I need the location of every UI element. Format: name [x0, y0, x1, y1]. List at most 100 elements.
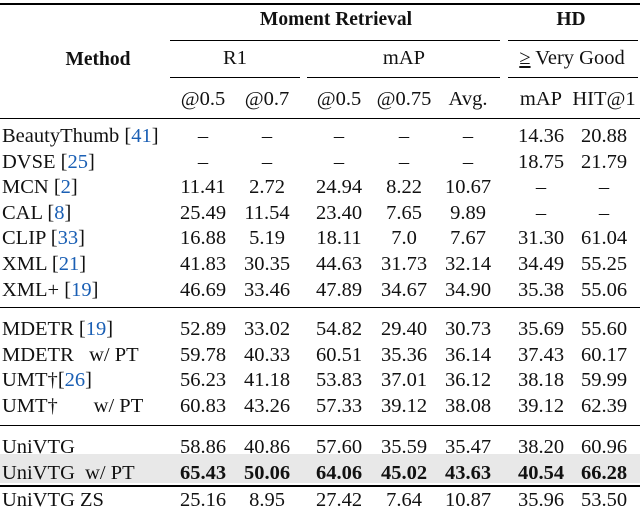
moment-retrieval-header: Moment Retrieval [259, 9, 413, 30]
method-header: Method [65, 49, 131, 70]
table-cell: – [535, 176, 547, 199]
table-cell: 35.38 [517, 278, 565, 301]
map-header: mAP [382, 47, 426, 69]
table-cell: 58.86 [179, 436, 227, 458]
table-cell: 35.96 [517, 489, 565, 512]
table-cell: 53.50 [580, 489, 628, 512]
table-cell: 34.49 [517, 253, 565, 275]
table-cell: 11.41 [180, 176, 226, 199]
table-cell: 38.20 [517, 436, 565, 458]
table-cell: 50.06 [243, 461, 291, 484]
table-cell: 18.11 [316, 227, 362, 250]
table-cell: – [398, 125, 410, 147]
table-cell: 10.67 [444, 176, 492, 199]
table-cell: 5.19 [249, 227, 285, 250]
map-at-075-header: @0.75 [376, 88, 432, 110]
citation-link[interactable]: 8 [54, 201, 65, 224]
table-cell: 30.73 [444, 318, 492, 340]
citation-link[interactable]: 25 [67, 150, 89, 173]
table-cell: 62.39 [580, 394, 628, 417]
table-cell: 38.18 [517, 369, 565, 392]
table-cell: 11.54 [244, 201, 290, 224]
table-cell: 35.69 [517, 318, 565, 340]
very-good-header: ≥ Very Good [519, 48, 624, 69]
table-cell: 40.54 [517, 461, 565, 484]
table-cell: – [398, 150, 410, 173]
table-cell: 53.83 [315, 369, 363, 392]
method-label: BeautyThumb [2, 125, 125, 147]
table-cell: 24.94 [315, 176, 363, 199]
method-label: UniVTG [2, 436, 75, 458]
header-rule [0, 118, 640, 119]
table-cell: 29.40 [380, 318, 428, 340]
table-cell: 52.89 [179, 318, 227, 340]
hd-map-header: mAP [519, 88, 563, 110]
table-cell: 38.08 [444, 394, 492, 417]
method-label: MCN [2, 176, 54, 199]
citation-link[interactable]: 21 [58, 253, 80, 275]
citation-link[interactable]: 2 [60, 176, 71, 199]
method-name: XML [21] [2, 253, 87, 275]
method-name: CLIP [33] [2, 227, 85, 250]
table-cell: 60.51 [315, 343, 363, 366]
r1-at-07-header: @0.7 [244, 88, 290, 110]
method-label: UniVTG ZS [2, 489, 104, 512]
table-cell: 33.02 [243, 318, 291, 340]
table-cell: – [261, 150, 273, 173]
table-cell: 8.95 [249, 489, 285, 512]
table-cell: 40.33 [243, 343, 291, 366]
method-name: UMT†[26] [2, 369, 92, 392]
table-cell: – [598, 201, 610, 224]
citation-link[interactable]: 26 [64, 369, 86, 392]
group-1-rule [0, 307, 640, 308]
table-cell: 18.75 [517, 150, 565, 173]
table-cell: 44.63 [315, 253, 363, 275]
table-cell: 35.36 [380, 343, 428, 366]
table-cell: – [462, 125, 474, 147]
table-cell: – [333, 125, 345, 147]
table-cell: 47.89 [315, 278, 363, 301]
group-2-rule [0, 425, 640, 426]
moment-retrieval-underline [170, 40, 500, 41]
table-cell: – [261, 125, 273, 147]
method-name: MDETR w/ PT [2, 344, 139, 366]
hd-underline [508, 40, 638, 41]
table-cell: 32.14 [444, 253, 492, 275]
table-cell: 35.59 [380, 436, 428, 458]
table-cell: 30.35 [243, 253, 291, 275]
table-cell: 34.67 [380, 278, 428, 301]
table-cell: 27.42 [315, 489, 363, 512]
table-cell: 16.88 [179, 227, 227, 250]
method-name: UniVTG ZS [2, 490, 104, 511]
citation-link[interactable]: 41 [131, 125, 152, 147]
table-cell: – [333, 150, 345, 173]
method-name: UniVTG w/ PT [2, 462, 135, 484]
method-name: CAL [8] [2, 201, 72, 224]
table-cell: 60.17 [580, 343, 628, 366]
citation-link[interactable]: 33 [57, 227, 79, 250]
table-cell: 60.83 [179, 394, 227, 417]
table-cell: 2.72 [249, 176, 285, 199]
table-cell: 57.33 [315, 394, 363, 417]
citation-link[interactable]: 19 [71, 278, 92, 301]
citation-link[interactable]: 19 [85, 318, 107, 340]
table-cell: 25.16 [179, 489, 227, 512]
method-label: XML+ [2, 278, 65, 301]
table-cell: – [535, 201, 547, 224]
table-cell: 10.87 [444, 489, 492, 512]
map-avg-header: Avg. [448, 88, 488, 110]
table-cell: 40.86 [243, 436, 291, 458]
table-cell: 59.99 [580, 369, 628, 392]
method-name: MCN [2] [2, 176, 78, 199]
table-cell: 46.69 [179, 278, 227, 301]
hd-header: HD [556, 9, 586, 30]
method-label: MDETR [2, 318, 79, 340]
r1-at-05-header: @0.5 [180, 88, 226, 110]
table-cell: 55.06 [580, 278, 628, 301]
table-cell: 8.22 [386, 176, 422, 199]
method-name: UniVTG [2, 437, 75, 458]
table-cell: 64.06 [315, 461, 363, 484]
table-cell: 59.78 [179, 343, 227, 366]
table-cell: 14.36 [517, 125, 565, 147]
method-label: CAL [2, 201, 48, 224]
